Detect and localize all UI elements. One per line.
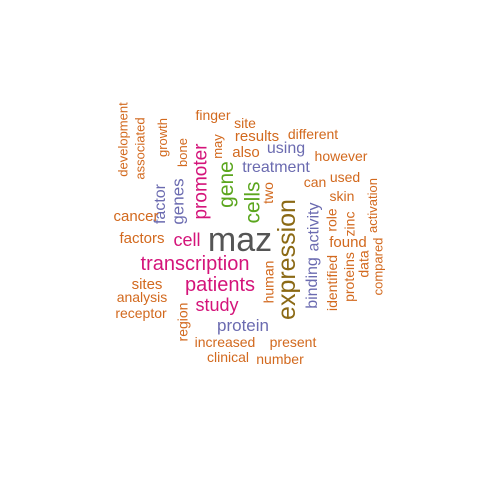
word-transcription: transcription <box>140 253 250 275</box>
word-data: data <box>356 250 372 278</box>
word-identified: identified <box>323 254 340 312</box>
word-may: may <box>209 133 225 159</box>
word-receptor: receptor <box>115 305 167 321</box>
word-gene: gene <box>214 160 238 208</box>
word-cell: cell <box>173 230 201 250</box>
word-cancer: cancer <box>113 207 159 225</box>
word-bone: bone <box>174 137 190 167</box>
word-used: used <box>329 169 361 185</box>
word-promoter: promoter <box>190 142 212 220</box>
word-number: number <box>256 351 304 367</box>
word-sites: sites <box>131 275 163 293</box>
word-development: development <box>115 101 131 177</box>
word-maz: maz <box>207 221 273 259</box>
word-binding: binding <box>303 257 321 309</box>
word-results: results <box>234 127 280 145</box>
word-genes: genes <box>168 177 188 225</box>
word-treatment: treatment <box>242 159 310 176</box>
word-two: two <box>259 182 276 204</box>
word-factors: factors <box>119 229 165 247</box>
word-using: using <box>266 140 306 157</box>
word-different: different <box>287 126 339 142</box>
word-zinc: zinc <box>341 211 357 237</box>
word-finger: finger <box>195 107 231 123</box>
word-human: human <box>260 260 276 304</box>
word-however: however <box>314 148 368 164</box>
word-patients: patients <box>184 274 256 296</box>
word-expression: expression <box>272 198 301 320</box>
word-site: site <box>234 115 256 131</box>
word-proteins: proteins <box>341 252 357 302</box>
word-increased: increased <box>194 334 256 350</box>
word-region: region <box>173 302 190 342</box>
word-compared: compared <box>370 237 386 295</box>
word-skin: skin <box>329 188 355 204</box>
word-growth: growth <box>155 117 171 157</box>
word-associated: associated <box>132 116 148 180</box>
word-study: study <box>195 295 239 315</box>
word-also: also <box>232 143 260 161</box>
word-clinical: clinical <box>206 349 249 365</box>
word-present: present <box>269 334 317 350</box>
word-role: role <box>323 208 340 232</box>
word-protein: protein <box>217 315 269 335</box>
word-activation: activation <box>364 177 380 233</box>
word-can: can <box>303 174 327 190</box>
word-found: found <box>329 233 367 251</box>
word-analysis: analysis <box>116 289 168 305</box>
word-activity: activity <box>305 202 322 252</box>
